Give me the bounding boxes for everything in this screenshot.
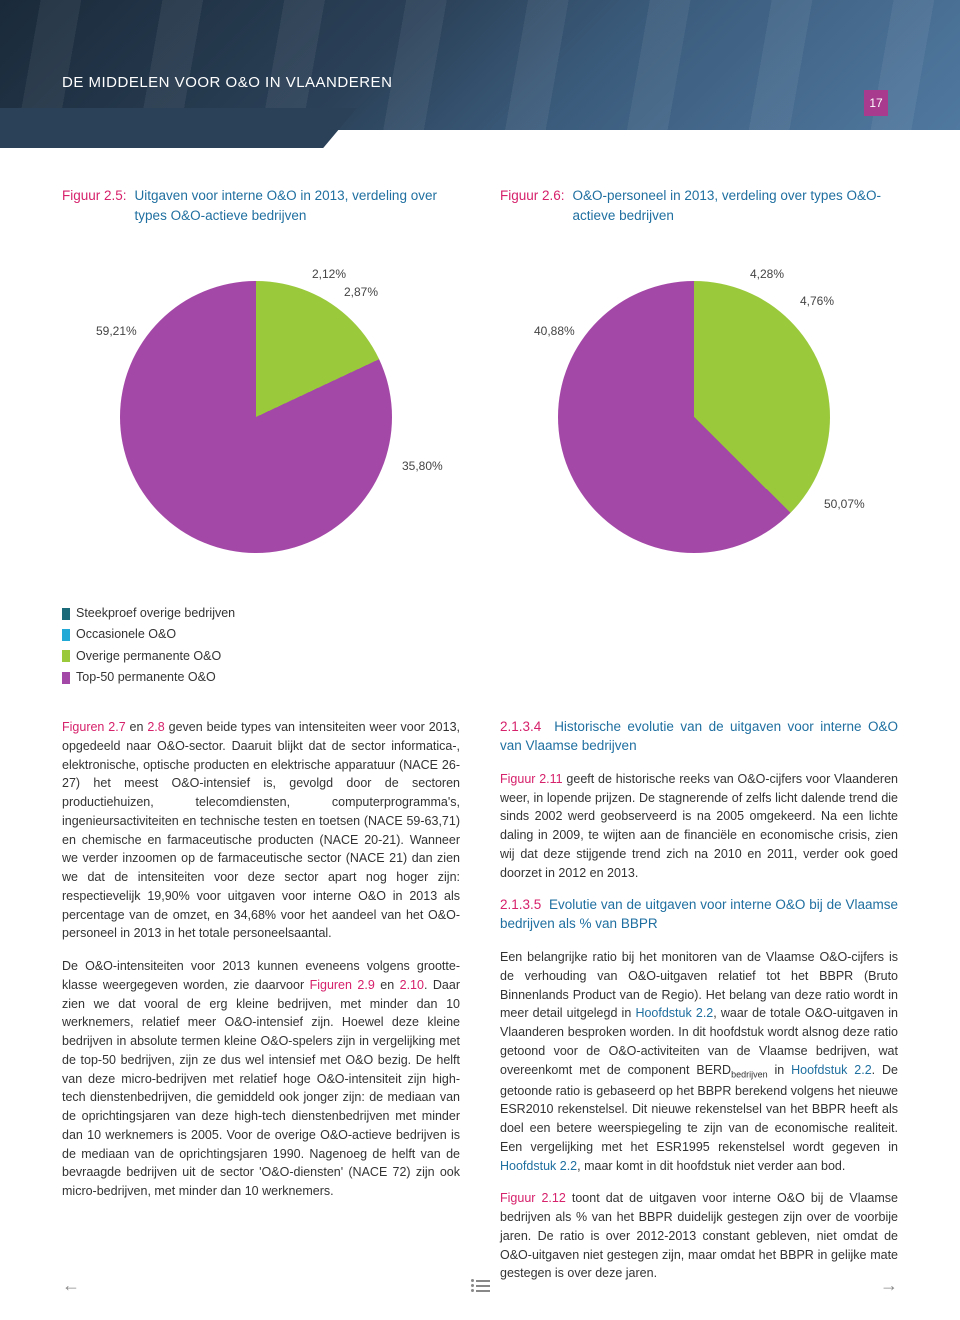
pie-2-5 <box>120 281 392 553</box>
sec-2134-title: Historische evolutie van de uitgaven voo… <box>500 719 898 753</box>
sec-2134-num: 2.1.3.4 <box>500 719 541 734</box>
section-2-1-3-5-head: 2.1.3.5 Evolutie van de uitgaven voor in… <box>500 896 898 934</box>
ref-fig-2-8: 2.8 <box>147 720 164 734</box>
fig-2-5-num: Figuur 2.5: <box>62 186 127 225</box>
right-para-3: Figuur 2.12 toont dat de uitgaven voor i… <box>500 1189 898 1283</box>
sec-2135-num: 2.1.3.5 <box>500 897 541 912</box>
right-para-2: Een belangrijke ratio bij het monitoren … <box>500 948 898 1175</box>
legend-item-2: Overige permanente O&O <box>62 646 460 667</box>
pie-2-5-label-2: 35,80% <box>402 459 443 473</box>
ref-fig-2-10: 2.10 <box>400 978 424 992</box>
legend-label-3: Top-50 permanente O&O <box>76 667 216 688</box>
fig-2-6-num: Figuur 2.6: <box>500 186 565 225</box>
charts-row: Figuur 2.5: Uitgaven voor interne O&O in… <box>62 186 898 688</box>
ref-fig-2-12: Figuur 2.12 <box>500 1191 566 1205</box>
pie-2-6-label-3: 40,88% <box>534 324 575 338</box>
legend-label-0: Steekproef overige bedrijven <box>76 603 235 624</box>
legend-item-1: Occasionele O&O <box>62 624 460 645</box>
legend-swatch-2 <box>62 650 70 662</box>
section-2-1-3-4-head: 2.1.3.4 Historische evolutie van de uitg… <box>500 718 898 756</box>
right-para-1: Figuur 2.11 geeft de historische reeks v… <box>500 770 898 883</box>
pie-2-5-wrap: 2,12% 2,87% 35,80% 59,21% <box>62 261 460 571</box>
chart-2-5: Figuur 2.5: Uitgaven voor interne O&O in… <box>62 186 460 688</box>
legend-item-0: Steekproef overige bedrijven <box>62 603 460 624</box>
ref-fig-2-11: Figuur 2.11 <box>500 772 563 786</box>
pie-2-5-label-0: 2,12% <box>312 267 346 281</box>
fig-2-6-caption: Figuur 2.6: O&O-personeel in 2013, verde… <box>500 186 898 225</box>
ref-hfst-2-2a: Hoofdstuk 2.2 <box>635 1006 713 1020</box>
right-column: 2.1.3.4 Historische evolutie van de uitg… <box>500 718 898 1297</box>
page-number-badge: 17 <box>864 90 888 116</box>
fig-2-5-caption: Figuur 2.5: Uitgaven voor interne O&O in… <box>62 186 460 225</box>
ref-hfst-2-2b: Hoofdstuk 2.2 <box>791 1063 872 1077</box>
ref-fig-2-9: Figuren 2.9 <box>310 978 375 992</box>
chart-2-6: Figuur 2.6: O&O-personeel in 2013, verde… <box>500 186 898 688</box>
legend: Steekproef overige bedrijven Occasionele… <box>62 603 460 688</box>
legend-item-3: Top-50 permanente O&O <box>62 667 460 688</box>
left-para-2: De O&O-intensiteiten voor 2013 kunnen ev… <box>62 957 460 1201</box>
legend-swatch-1 <box>62 629 70 641</box>
ref-hfst-2-2c: Hoofdstuk 2.2 <box>500 1159 577 1173</box>
pie-2-5-label-1: 2,87% <box>344 285 378 299</box>
fig-2-5-title: Uitgaven voor interne O&O in 2013, verde… <box>135 186 460 225</box>
text-columns: Figuren 2.7 en 2.8 geven beide types van… <box>62 718 898 1297</box>
pie-2-5-label-3: 59,21% <box>96 324 137 338</box>
header-title: DE MIDDELEN VOOR O&O IN VLAANDEREN <box>62 74 392 91</box>
pie-2-6-label-2: 50,07% <box>824 497 865 511</box>
pie-2-6-label-1: 4,76% <box>800 294 834 308</box>
ref-fig-2-7: Figuren 2.7 <box>62 720 126 734</box>
left-column: Figuren 2.7 en 2.8 geven beide types van… <box>62 718 460 1297</box>
pie-2-6-wrap: 4,28% 4,76% 50,07% 40,88% <box>500 261 898 571</box>
page-content: Figuur 2.5: Uitgaven voor interne O&O in… <box>0 130 960 1297</box>
sec-2135-title: Evolutie van de uitgaven voor interne O&… <box>500 897 898 931</box>
pie-2-6-label-0: 4,28% <box>750 267 784 281</box>
legend-label-2: Overige permanente O&O <box>76 646 221 667</box>
legend-swatch-3 <box>62 672 70 684</box>
fig-2-6-title: O&O-personeel in 2013, verdeling over ty… <box>573 186 898 225</box>
pie-2-6 <box>558 281 830 553</box>
left-para-1: Figuren 2.7 en 2.8 geven beide types van… <box>62 718 460 943</box>
legend-swatch-0 <box>62 608 70 620</box>
legend-label-1: Occasionele O&O <box>76 624 176 645</box>
